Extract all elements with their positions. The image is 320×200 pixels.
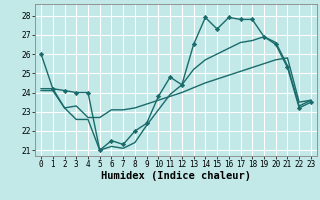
X-axis label: Humidex (Indice chaleur): Humidex (Indice chaleur) — [101, 171, 251, 181]
